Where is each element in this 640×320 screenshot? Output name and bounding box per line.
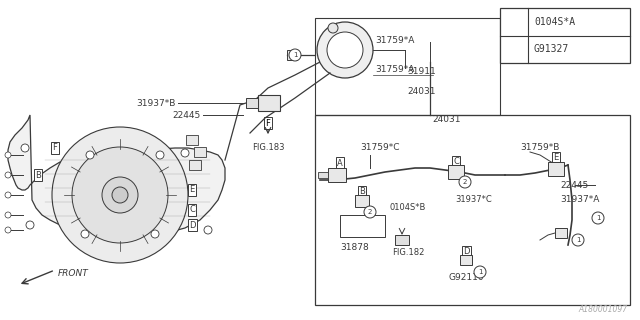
Bar (315, 115, 630, 305)
Bar (448, 165, 464, 179)
Bar (460, 255, 472, 265)
Circle shape (52, 127, 188, 263)
Bar (548, 162, 564, 176)
Circle shape (506, 41, 522, 57)
Text: FIG.182: FIG.182 (392, 248, 424, 257)
Circle shape (328, 23, 338, 33)
Text: 24031: 24031 (407, 87, 435, 97)
Text: 0104S*B: 0104S*B (390, 204, 426, 212)
Text: 1: 1 (511, 17, 516, 26)
Bar (328, 168, 346, 182)
Bar (287, 50, 297, 60)
Circle shape (112, 187, 128, 203)
Bar (258, 95, 280, 111)
Circle shape (5, 152, 11, 158)
Bar (186, 135, 198, 145)
Text: 2: 2 (368, 209, 372, 215)
Circle shape (102, 177, 138, 213)
Text: 22445: 22445 (560, 180, 588, 189)
Text: E: E (554, 154, 559, 163)
Circle shape (289, 49, 301, 61)
Text: B: B (359, 188, 365, 196)
Circle shape (474, 266, 486, 278)
Text: A180001097: A180001097 (579, 305, 628, 314)
Bar (194, 147, 206, 157)
Text: E: E (189, 186, 195, 195)
Text: FRONT: FRONT (58, 268, 89, 277)
Bar (355, 195, 369, 207)
Text: FIG.183: FIG.183 (252, 143, 284, 152)
Text: G91327: G91327 (534, 44, 569, 54)
Text: A: A (337, 158, 343, 167)
Circle shape (459, 176, 471, 188)
Text: D: D (463, 247, 469, 257)
Circle shape (181, 149, 189, 157)
Circle shape (572, 234, 584, 246)
Text: 31759*A: 31759*A (375, 66, 414, 75)
Text: 31937*C: 31937*C (455, 196, 492, 204)
Text: 2: 2 (463, 179, 467, 185)
Circle shape (317, 22, 373, 78)
Bar (555, 228, 567, 238)
Text: 31937*A: 31937*A (560, 196, 600, 204)
Text: 31911: 31911 (407, 68, 436, 76)
Text: 31878: 31878 (340, 243, 369, 252)
Text: 1: 1 (477, 269, 483, 275)
Text: 31937*B: 31937*B (136, 99, 176, 108)
Text: 31759*B: 31759*B (520, 143, 559, 153)
Circle shape (21, 144, 29, 152)
Text: C: C (189, 205, 195, 214)
Text: 1: 1 (292, 52, 297, 58)
Text: 31759*C: 31759*C (360, 143, 399, 153)
Polygon shape (8, 115, 225, 235)
Circle shape (5, 172, 11, 178)
Text: F: F (52, 143, 58, 153)
Text: A: A (97, 190, 103, 199)
Circle shape (5, 227, 11, 233)
Circle shape (151, 230, 159, 238)
Text: 31759*A: 31759*A (375, 36, 414, 45)
Text: B: B (35, 171, 41, 180)
Text: 24031: 24031 (432, 115, 461, 124)
Bar (395, 235, 409, 245)
Bar (189, 160, 201, 170)
Circle shape (506, 13, 522, 29)
Circle shape (86, 151, 94, 159)
Circle shape (5, 192, 11, 198)
Text: D: D (189, 220, 195, 229)
Text: 22445: 22445 (173, 110, 201, 119)
Circle shape (72, 147, 168, 243)
Text: 0104S*A: 0104S*A (534, 17, 575, 27)
Circle shape (156, 151, 164, 159)
Circle shape (364, 206, 376, 218)
Bar (315, 18, 500, 115)
Text: F: F (266, 118, 271, 127)
Bar (500, 8, 630, 63)
Bar (246, 98, 258, 108)
Circle shape (81, 230, 89, 238)
Circle shape (5, 212, 11, 218)
Text: C: C (453, 157, 459, 166)
Text: 1: 1 (576, 237, 580, 243)
Text: 1: 1 (596, 215, 600, 221)
Circle shape (327, 32, 363, 68)
Text: 2: 2 (511, 45, 516, 54)
Circle shape (592, 212, 604, 224)
Circle shape (26, 221, 34, 229)
Bar (318, 172, 328, 178)
Text: G92110: G92110 (448, 274, 484, 283)
Text: G91325: G91325 (346, 221, 378, 230)
Bar (340, 215, 385, 237)
Circle shape (204, 226, 212, 234)
